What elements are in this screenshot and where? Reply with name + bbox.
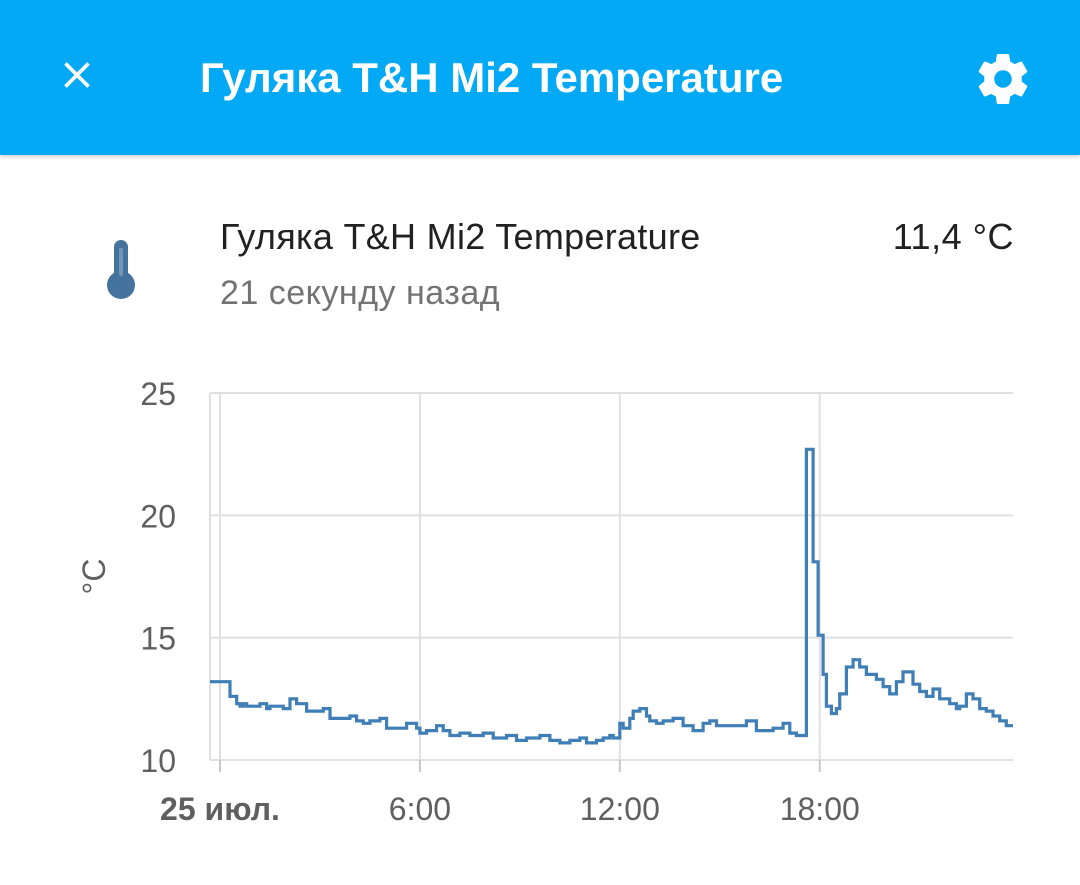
close-icon	[64, 62, 90, 88]
x-tick-label-0: 25 июл.	[160, 791, 280, 827]
thermometer-icon	[107, 240, 135, 299]
y-axis-label: °C	[76, 559, 112, 595]
x-tick-label-2: 12:00	[580, 791, 660, 827]
x-tick-label-1: 6:00	[389, 791, 451, 827]
history-chart[interactable]: 10 15 20 25 25 июл. 6:00 12:00 18:00 °C	[0, 360, 1080, 850]
x-tick-label-3: 18:00	[780, 791, 860, 827]
entity-name: Гуляка T&H Mi2 Temperature	[220, 216, 701, 257]
settings-button[interactable]	[970, 46, 1036, 112]
series-line-0	[210, 447, 1013, 745]
y-tick-label-15: 15	[140, 621, 176, 657]
app-header: Гуляка T&H Mi2 Temperature	[0, 0, 1080, 155]
y-tick-label-10: 10	[140, 743, 176, 779]
last-changed-text: 21 секунду назад	[220, 274, 501, 312]
y-tick-label-20: 20	[140, 498, 176, 534]
dialog-title: Гуляка T&H Mi2 Temperature	[200, 54, 784, 101]
history-chart-svg: 10 15 20 25 25 июл. 6:00 12:00 18:00 °C	[76, 376, 1013, 827]
entity-row[interactable]: Гуляка T&H Mi2 Temperature 21 секунду на…	[0, 200, 1080, 330]
close-button[interactable]	[44, 42, 110, 108]
gear-icon	[978, 54, 1028, 104]
y-tick-label-25: 25	[140, 376, 176, 412]
entity-state-value: 11,4 °C	[892, 216, 1014, 257]
